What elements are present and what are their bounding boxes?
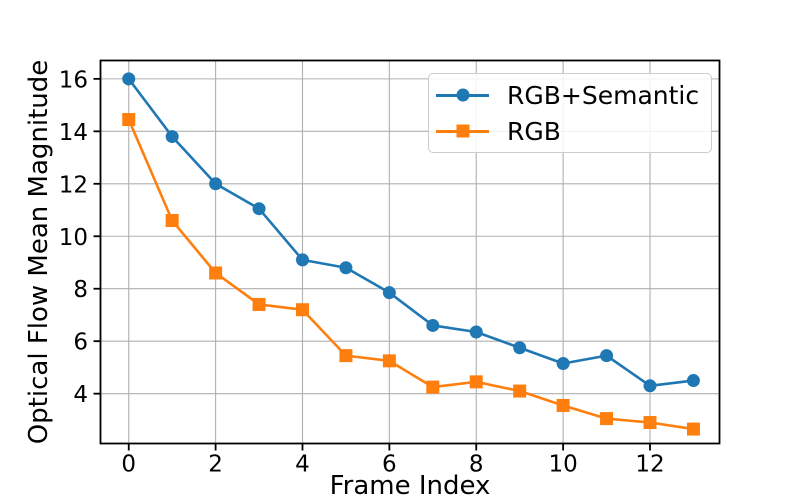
data-point-square <box>686 422 700 436</box>
x-tick-label: 2 <box>208 452 223 478</box>
series-line <box>127 119 694 431</box>
data-point-square <box>295 303 309 317</box>
data-point-square <box>252 297 266 311</box>
legend-square-marker-icon <box>456 124 469 138</box>
data-point-square <box>339 349 353 363</box>
x-tick-label: 0 <box>121 452 136 478</box>
legend-line-sample-1 <box>436 124 489 138</box>
data-point-circle <box>513 341 527 355</box>
data-point-circle <box>556 356 570 370</box>
x-tick-label: 8 <box>469 452 484 478</box>
data-point-circle <box>122 72 136 86</box>
data-point-square <box>643 416 657 430</box>
plot-border <box>99 59 721 445</box>
data-point-square <box>209 266 223 280</box>
data-point-circle <box>600 349 614 363</box>
y-axis-label: Optical Flow Mean Magnitude <box>24 59 54 445</box>
legend-label-rgb-semantic: RGB+Semantic <box>507 80 700 110</box>
data-point-square <box>165 214 179 228</box>
data-point-square <box>122 113 136 127</box>
y-tick-label: 16 <box>59 67 88 93</box>
data-point-circle <box>469 325 483 339</box>
data-point-square <box>556 398 570 412</box>
y-tick-label: 10 <box>59 225 88 251</box>
y-tick-label: 14 <box>59 120 88 146</box>
data-point-circle <box>295 253 309 267</box>
data-point-square <box>426 380 440 394</box>
data-point-circle <box>426 318 440 332</box>
legend-label-rgb: RGB <box>507 116 561 146</box>
legend-circle-marker-icon <box>456 88 469 102</box>
data-point-square <box>469 375 483 389</box>
data-point-square <box>600 412 614 426</box>
y-tick-label: 4 <box>73 382 88 408</box>
data-point-square <box>382 354 396 368</box>
y-tick-label: 6 <box>73 330 88 356</box>
series-line <box>127 78 694 388</box>
x-tick-label: 10 <box>548 452 577 478</box>
legend-item-rgb: RGB <box>436 116 711 146</box>
x-tick-label: 4 <box>295 452 310 478</box>
data-point-circle <box>209 177 223 191</box>
data-point-circle <box>339 261 353 275</box>
legend: RGB+Semantic RGB <box>428 73 712 153</box>
legend-line-sample-0 <box>436 88 489 102</box>
data-point-circle <box>382 286 396 300</box>
y-tick-label: 8 <box>73 277 88 303</box>
data-point-circle <box>686 374 700 388</box>
data-point-circle <box>165 130 179 144</box>
x-tick-label: 6 <box>382 452 397 478</box>
y-tick-label: 12 <box>59 172 88 198</box>
data-point-circle <box>252 202 266 216</box>
x-axis-label: Frame Index <box>329 471 491 500</box>
x-tick-label: 12 <box>635 452 664 478</box>
legend-item-rgb-semantic: RGB+Semantic <box>436 80 711 110</box>
data-point-square <box>513 384 527 398</box>
data-point-circle <box>643 379 657 393</box>
